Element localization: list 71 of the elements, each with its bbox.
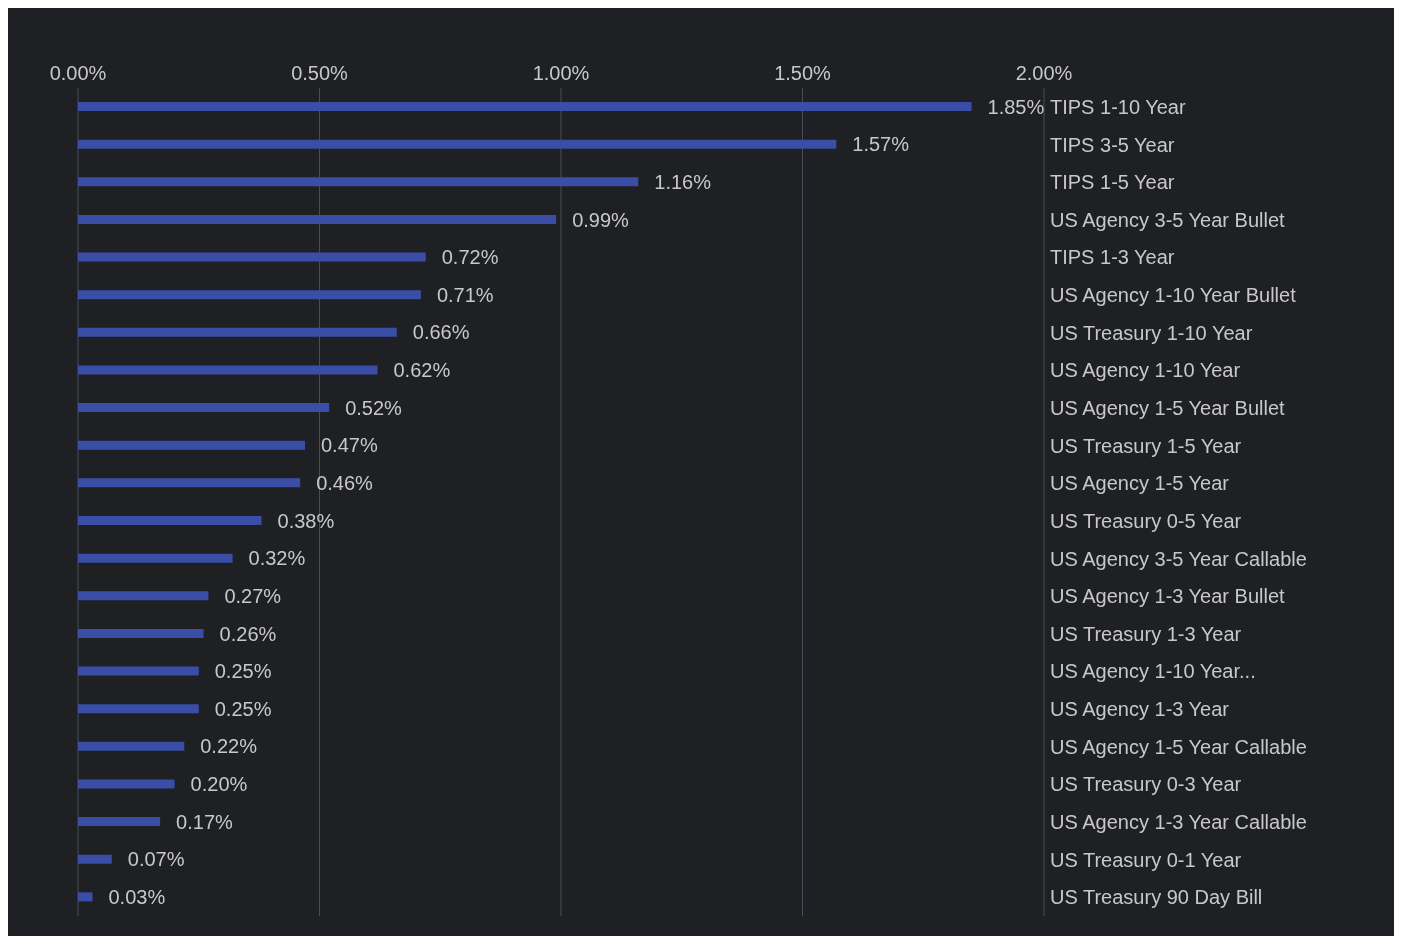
bar <box>78 177 639 187</box>
y-tick-label: US Agency 1-10 Year Bullet <box>1050 284 1297 307</box>
data-label: 0.71% <box>436 283 494 306</box>
bar <box>78 440 306 450</box>
data-label: 0.99% <box>572 208 630 231</box>
bar <box>78 403 330 413</box>
y-tick-label: US Agency 1-3 Year Callable <box>1050 811 1307 834</box>
data-label: 0.62% <box>393 359 451 382</box>
bar <box>78 214 557 224</box>
data-label: 0.25% <box>214 697 272 720</box>
y-tick-label: US Treasury 0-3 Year <box>1050 773 1242 796</box>
data-label: 0.46% <box>316 471 374 494</box>
bar <box>78 139 837 149</box>
bar <box>78 365 378 375</box>
bar <box>78 628 204 638</box>
y-tick-label: US Agency 1-10 Year... <box>1050 660 1256 683</box>
x-tick-label: 1.00% <box>532 62 590 84</box>
x-tick-label: 0.50% <box>291 62 349 84</box>
bar <box>78 854 112 864</box>
bar <box>78 252 426 262</box>
data-label: 0.20% <box>190 773 248 796</box>
data-label: 1.16% <box>654 170 712 193</box>
bar <box>78 704 199 714</box>
y-tick-label: TIPS 1-5 Year <box>1050 171 1175 194</box>
data-label: 1.85% <box>987 95 1045 118</box>
x-tick-label: 0.00% <box>49 62 107 84</box>
bar <box>78 516 262 525</box>
bar <box>78 553 233 563</box>
bar <box>78 102 972 111</box>
data-label: 0.25% <box>214 660 272 683</box>
bar <box>78 892 93 902</box>
y-tick-label: US Agency 1-10 Year <box>1050 359 1241 382</box>
bar <box>78 327 397 337</box>
data-label: 0.52% <box>345 396 403 419</box>
y-tick-label: US Agency 3-5 Year Bullet <box>1050 208 1286 231</box>
y-tick-label: US Treasury 1-5 Year <box>1050 434 1242 457</box>
x-tick-label: 2.00% <box>1015 62 1073 84</box>
y-tick-label: US Treasury 0-5 Year <box>1050 509 1242 532</box>
data-label: 0.32% <box>248 547 306 570</box>
data-label: 0.66% <box>412 321 470 344</box>
y-tick-label: US Agency 1-5 Year <box>1050 472 1230 495</box>
x-tick-label: 1.50% <box>774 62 832 84</box>
data-label: 1.57% <box>852 133 910 156</box>
y-tick-label: US Treasury 0-1 Year <box>1050 848 1242 871</box>
bar <box>78 817 161 827</box>
bar <box>78 478 301 488</box>
data-label: 0.72% <box>441 246 499 269</box>
data-label: 0.03% <box>108 885 166 908</box>
y-tick-label: US Treasury 1-10 Year <box>1050 321 1253 344</box>
data-label: 0.38% <box>277 509 335 532</box>
data-label: 0.26% <box>219 622 277 645</box>
data-label: 0.27% <box>224 584 282 607</box>
y-tick-label: US Agency 1-5 Year Callable <box>1050 735 1307 758</box>
y-tick-label: TIPS 3-5 Year <box>1050 133 1175 156</box>
y-tick-label: US Agency 1-5 Year Bullet <box>1050 397 1286 420</box>
y-tick-label: US Agency 1-3 Year <box>1050 698 1230 721</box>
data-label: 0.17% <box>176 810 234 833</box>
data-label: 0.47% <box>321 434 378 457</box>
y-tick-label: TIPS 1-10 Year <box>1050 95 1186 118</box>
y-tick-label: US Agency 3-5 Year Callable <box>1050 547 1307 570</box>
data-label: 0.22% <box>200 735 258 758</box>
y-tick-label: TIPS 1-3 Year <box>1050 246 1175 269</box>
y-tick-label: US Treasury 1-3 Year <box>1050 622 1242 645</box>
bar <box>78 779 175 789</box>
bar <box>78 666 199 676</box>
bar <box>78 741 185 751</box>
data-label: 0.07% <box>127 848 185 871</box>
y-tick-label: US Treasury 90 Day Bill <box>1050 886 1263 909</box>
bar <box>78 591 209 601</box>
y-tick-label: US Agency 1-3 Year Bullet <box>1050 585 1286 608</box>
bar <box>78 290 421 300</box>
